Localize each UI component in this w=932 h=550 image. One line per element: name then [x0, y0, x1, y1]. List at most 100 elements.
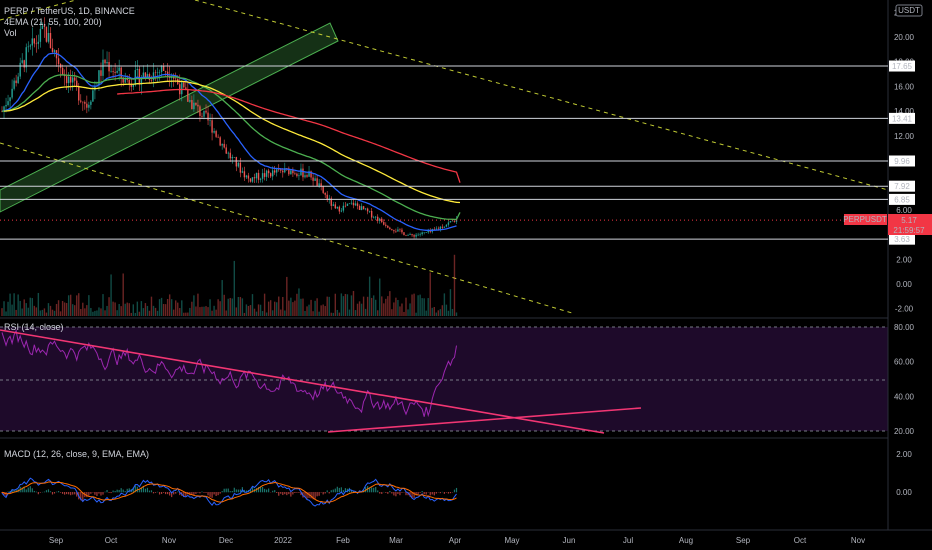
macd-bar	[163, 492, 165, 493]
macd-bar	[385, 492, 387, 493]
volume-bar	[90, 307, 92, 316]
macd-bar	[328, 492, 330, 494]
rsi-trendline-up[interactable]	[327, 407, 642, 433]
volume-bar	[302, 298, 304, 316]
candle-body	[15, 80, 17, 84]
volume-bar	[356, 303, 359, 316]
current-price: 5.17	[901, 216, 917, 225]
candle-body	[201, 115, 203, 117]
macd-bar	[213, 492, 215, 495]
volume-bar	[298, 288, 300, 316]
volume-bar	[360, 303, 363, 316]
rsi-axis[interactable]: 80.00 60.00 40.00 20.00	[894, 323, 915, 436]
macd-bar	[126, 488, 128, 493]
volume-bar	[21, 308, 23, 316]
candle-body	[377, 216, 379, 221]
volume-bar	[368, 276, 371, 316]
macd-bar	[433, 492, 435, 496]
candle-body	[13, 80, 15, 89]
volume-bar	[306, 306, 308, 316]
macd-bar	[57, 491, 60, 493]
macd-bar	[322, 492, 324, 495]
volume-bar	[445, 304, 448, 316]
time-tick: Jun	[563, 536, 576, 545]
volume-bar	[92, 311, 94, 316]
macd-axis[interactable]: 2.00 0.00	[896, 450, 912, 497]
candle-body	[425, 232, 427, 233]
macd-bar	[401, 492, 403, 493]
candle-body	[300, 168, 302, 176]
candle-body	[370, 211, 373, 218]
macd-bar	[23, 486, 25, 493]
volume-bar	[195, 306, 197, 316]
rsi-trendline-down[interactable]	[0, 329, 605, 434]
volume-bar	[395, 297, 397, 316]
macd-bar	[217, 492, 219, 496]
countdown: 21:59:57	[893, 226, 925, 235]
volume-bar	[344, 293, 347, 316]
volume-bar	[449, 289, 452, 316]
volume-bar	[199, 307, 201, 316]
candle-body	[39, 28, 42, 42]
volume-bar	[259, 304, 262, 316]
candle-body	[411, 234, 413, 236]
candle-body	[187, 90, 189, 102]
candle-body	[82, 101, 84, 103]
candle-body	[362, 206, 365, 210]
candle-body	[375, 216, 377, 218]
volume-bar	[100, 308, 102, 316]
rsi-legend: RSI (14, close)	[4, 322, 64, 332]
candle-body	[227, 152, 229, 154]
macd-bar	[316, 492, 318, 497]
candle-body	[280, 169, 282, 171]
macd-bar	[453, 489, 456, 493]
horizontal-levels[interactable]	[0, 65, 888, 240]
macd-bar	[215, 492, 217, 496]
candle-body	[243, 171, 246, 178]
rsi-trendlines[interactable]	[0, 329, 642, 434]
macd-bar	[272, 490, 274, 493]
candle-body	[86, 103, 88, 108]
volume-bar	[314, 300, 316, 316]
volume-bar	[96, 310, 98, 316]
macd-bar	[381, 492, 383, 494]
candle-body	[298, 175, 300, 177]
macd-bar	[199, 492, 201, 494]
macd-bar	[336, 486, 338, 493]
time-axis[interactable]: Sep Oct Nov Dec 2022 Feb Mar Apr May Jun Jul Aug Sep…	[49, 536, 865, 545]
candle-body	[221, 143, 223, 146]
candle-body	[381, 218, 383, 223]
macd-pane[interactable]	[0, 438, 888, 530]
macd-bar	[314, 492, 316, 499]
volume-bar	[13, 293, 15, 316]
macd-bar	[320, 492, 322, 493]
volume-bar	[201, 306, 203, 316]
volume-bar	[76, 295, 78, 316]
volume-bar	[136, 301, 139, 316]
volume-bar	[185, 312, 187, 316]
macd-bar	[449, 492, 452, 494]
price-tick: 20.00	[894, 33, 915, 42]
candle-body	[296, 173, 298, 177]
volume-bar	[409, 303, 411, 316]
macd-bar	[326, 490, 328, 493]
candle-body	[324, 192, 326, 195]
volume-bar	[288, 300, 290, 316]
price-pane[interactable]	[0, 0, 888, 318]
candle-body	[354, 203, 357, 206]
volume-bar	[43, 308, 46, 316]
volume-bars	[1, 254, 458, 316]
volume-bar	[415, 312, 417, 316]
volume-bar	[122, 273, 124, 316]
volume-bar	[49, 305, 52, 316]
candle-body	[401, 229, 403, 233]
volume-bar	[233, 260, 235, 316]
candle-body	[413, 235, 415, 237]
main-legend: PERP / TetherUS, 1D, BINANCE 4EMA (21, 5…	[4, 6, 135, 39]
candle-body	[312, 177, 314, 181]
volume-bar	[284, 310, 286, 316]
macd-bar	[43, 491, 46, 493]
macd-bar	[39, 492, 41, 493]
candle-body	[421, 232, 423, 235]
